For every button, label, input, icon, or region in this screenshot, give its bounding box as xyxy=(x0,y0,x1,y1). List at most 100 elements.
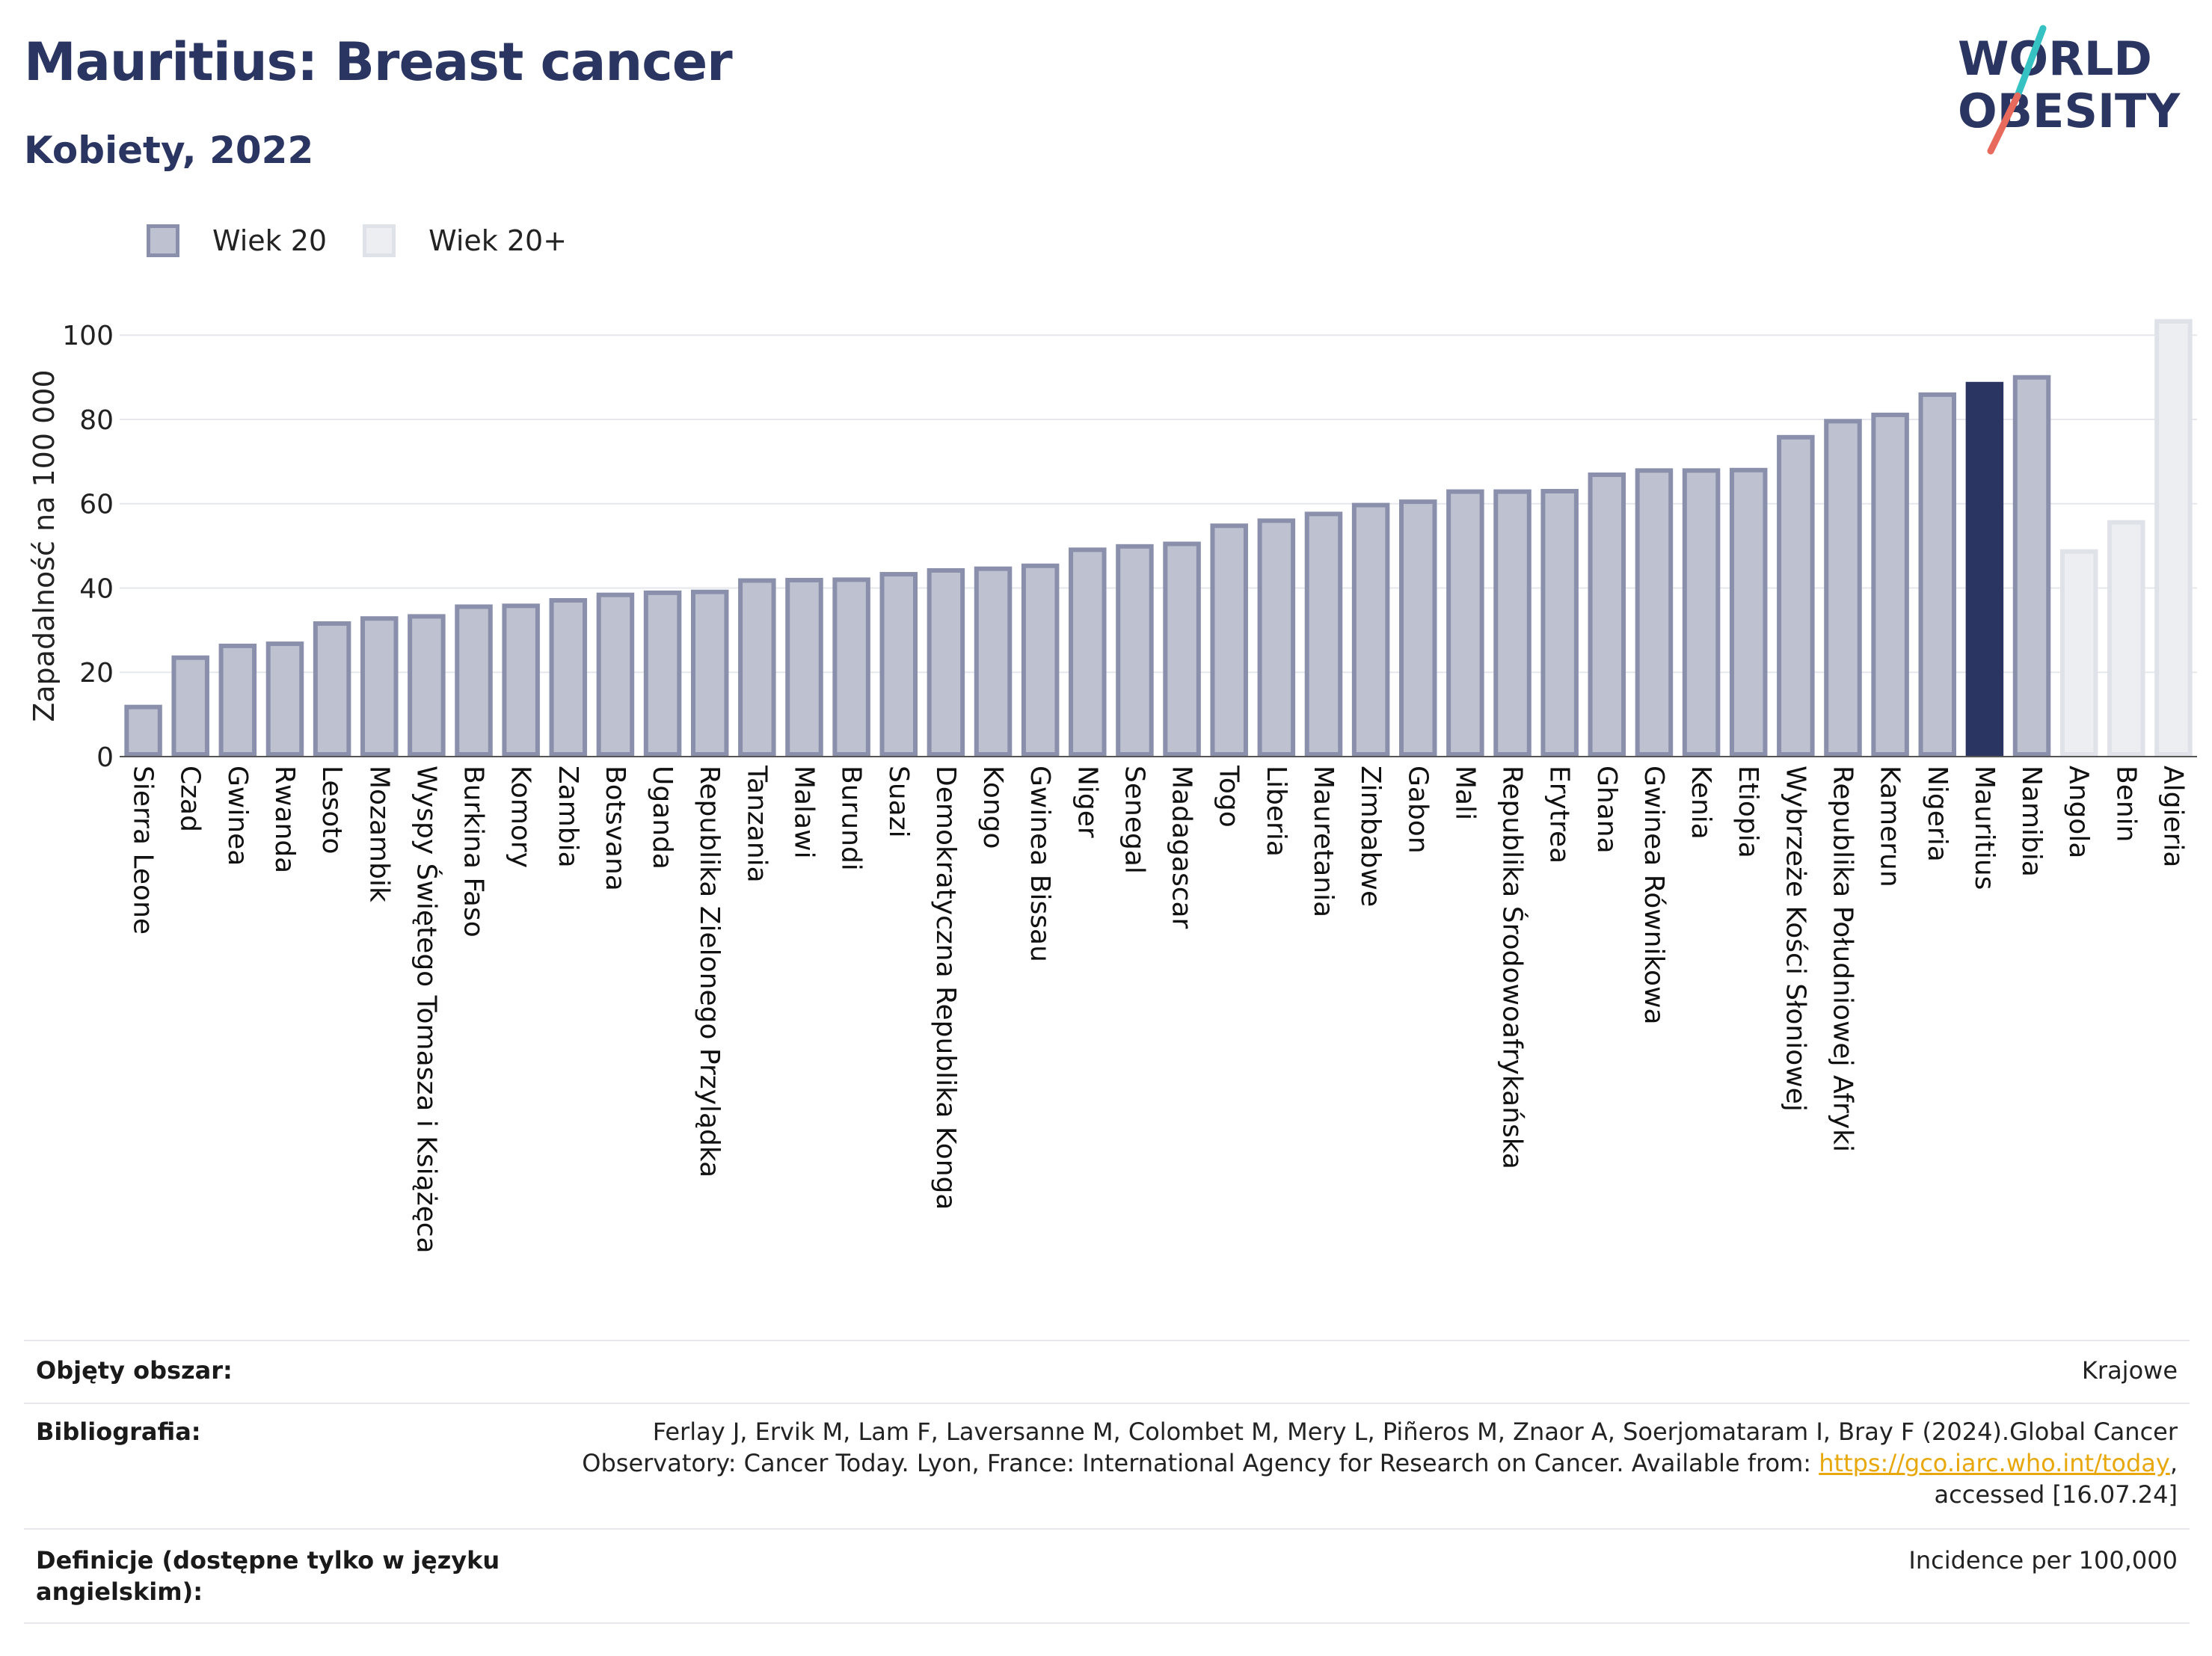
bar xyxy=(1540,488,1579,757)
bar xyxy=(124,704,162,757)
y-tick-label: 20 xyxy=(79,658,114,689)
bar xyxy=(171,655,209,757)
bar xyxy=(2154,318,2193,757)
x-tick-label: Kamerun xyxy=(1875,766,1905,887)
logo-word-world: WORLD xyxy=(1958,31,2152,86)
x-tick-label: Mali xyxy=(1449,766,1480,820)
x-tick-label: Liberia xyxy=(1261,766,1291,857)
meta-value: Krajowe xyxy=(2081,1356,2178,1385)
bar xyxy=(1257,518,1296,757)
y-tick-label: 100 xyxy=(62,321,114,351)
bar xyxy=(785,577,823,757)
x-tick-label: Kongo xyxy=(977,766,1008,849)
x-tick-label: Madagascar xyxy=(1167,766,1197,929)
x-tick-label: Gwinea Bissau xyxy=(1024,766,1055,962)
x-tick-label: Togo xyxy=(1214,765,1244,828)
x-tick-label: Rwanda xyxy=(269,766,300,873)
bar xyxy=(1588,472,1626,757)
x-tick-label: Benin xyxy=(2110,766,2141,842)
bar xyxy=(1304,511,1343,757)
y-tick-label: 40 xyxy=(79,573,114,604)
bar xyxy=(596,592,635,757)
x-tick-label: Mauritius xyxy=(1969,766,2000,890)
bar xyxy=(408,614,446,757)
x-tick-label: Zimbabwe xyxy=(1355,766,1386,907)
x-tick-label: Senegal xyxy=(1119,766,1149,874)
x-tick-label: Republika Południowej Afryki xyxy=(1827,766,1858,1152)
y-tick-label: 60 xyxy=(79,490,114,520)
x-tick-label: Wybrzeże Kości Słoniowej xyxy=(1780,766,1810,1112)
meta-row-bibliography: Bibliografia: Ferlay J, Ervik M, Lam F, … xyxy=(24,1403,2190,1528)
x-tick-label: Republika Środowoafrykańska xyxy=(1497,766,1529,1169)
x-tick-label: Komory xyxy=(506,766,536,868)
x-tick-label: Ghana xyxy=(1591,766,1622,854)
bar xyxy=(879,572,918,757)
legend-label: Wiek 20 xyxy=(212,224,328,257)
y-tick-label: 80 xyxy=(79,405,114,436)
x-tick-label: Namibia xyxy=(2016,766,2047,877)
bar xyxy=(643,590,682,757)
bar xyxy=(1021,563,1060,757)
bar xyxy=(1069,547,1107,757)
bibliography-line-2: Observatory: Cancer Today. Lyon, France:… xyxy=(582,1447,2178,1479)
x-tick-label: Mauretania xyxy=(1308,766,1339,917)
logo-slash-teal xyxy=(2014,25,2047,99)
bar xyxy=(1446,489,1484,757)
meta-row-definitions: Definicje (dostępne tylko w języku angie… xyxy=(24,1528,2190,1624)
x-tick-label: Mozambik xyxy=(363,766,394,902)
x-tick-label: Tanzania xyxy=(741,765,772,883)
bar xyxy=(502,603,540,757)
page-title: Mauritius: Breast cancer xyxy=(24,31,733,93)
x-tick-label: Sierra Leone xyxy=(128,766,159,935)
bar xyxy=(360,616,399,757)
bibliography-link[interactable]: https://gco.iarc.who.int/today xyxy=(1819,1449,2170,1477)
y-axis-title: Zapadalność na 100 000 xyxy=(28,369,61,721)
x-tick-label: Malawi xyxy=(788,766,819,859)
meta-row-area: Objęty obszar: Krajowe xyxy=(24,1340,2190,1403)
x-tick-label: Czad xyxy=(175,766,206,832)
bar xyxy=(1351,502,1390,757)
bar xyxy=(1965,381,2004,757)
legend-item-wiek-20[interactable]: Wiek 20 xyxy=(147,224,327,257)
legend-item-wiek-20-plus[interactable]: Wiek 20+ xyxy=(363,224,567,257)
bibliography-line-3: accessed [16.07.24] xyxy=(1934,1480,2178,1509)
bar xyxy=(455,604,493,757)
bar xyxy=(2012,375,2051,757)
x-tick-label: Algieria xyxy=(2157,766,2188,868)
bibliography-text-end: , xyxy=(2169,1449,2178,1477)
bar xyxy=(1918,392,1957,757)
meta-key: Definicje (dostępne tylko w języku angie… xyxy=(36,1546,500,1606)
x-tick-label: Erytrea xyxy=(1544,766,1575,864)
legend-swatch-wiek-20 xyxy=(147,224,179,257)
meta-value: Ferlay J, Ervik M, Lam F, Laversanne M, … xyxy=(582,1416,2178,1528)
legend-swatch-wiek-20-plus xyxy=(363,224,396,257)
x-tick-label: Burundi xyxy=(836,766,867,871)
x-tick-label: Zambia xyxy=(553,766,583,868)
bar xyxy=(1871,412,1909,757)
x-tick-label: Angola xyxy=(2063,766,2094,858)
meta-value: Incidence per 100,000 xyxy=(1908,1546,2178,1575)
bar xyxy=(2107,520,2145,757)
world-obesity-logo: WORLD OBESITY xyxy=(1958,25,2181,155)
bar xyxy=(1116,544,1154,757)
x-tick-label: Demokratyczna Republika Konga xyxy=(930,766,961,1210)
bar xyxy=(1777,434,1815,757)
bar xyxy=(738,578,776,757)
x-tick-label: Gabon xyxy=(1402,766,1433,854)
bar xyxy=(1163,541,1201,757)
x-tick-label: Burkina Faso xyxy=(458,766,489,938)
logo-word-obesity: OBESITY xyxy=(1958,84,2181,138)
x-tick-label: Niger xyxy=(1072,766,1102,838)
bibliography-text: Observatory: Cancer Today. Lyon, France:… xyxy=(582,1449,1819,1477)
x-tick-label: Republika Zielonego Przylądka xyxy=(694,766,725,1178)
bar xyxy=(1210,523,1248,757)
bar xyxy=(832,577,870,757)
bar xyxy=(927,567,965,757)
meta-key: Bibliografia: xyxy=(36,1418,201,1446)
x-tick-label: Gwinea Równikowa xyxy=(1638,766,1669,1025)
bar xyxy=(1824,419,1862,757)
legend-label: Wiek 20+ xyxy=(428,224,568,257)
metadata-table: Objęty obszar: Krajowe Bibliografia: Fer… xyxy=(24,1340,2190,1624)
bar xyxy=(265,641,304,757)
